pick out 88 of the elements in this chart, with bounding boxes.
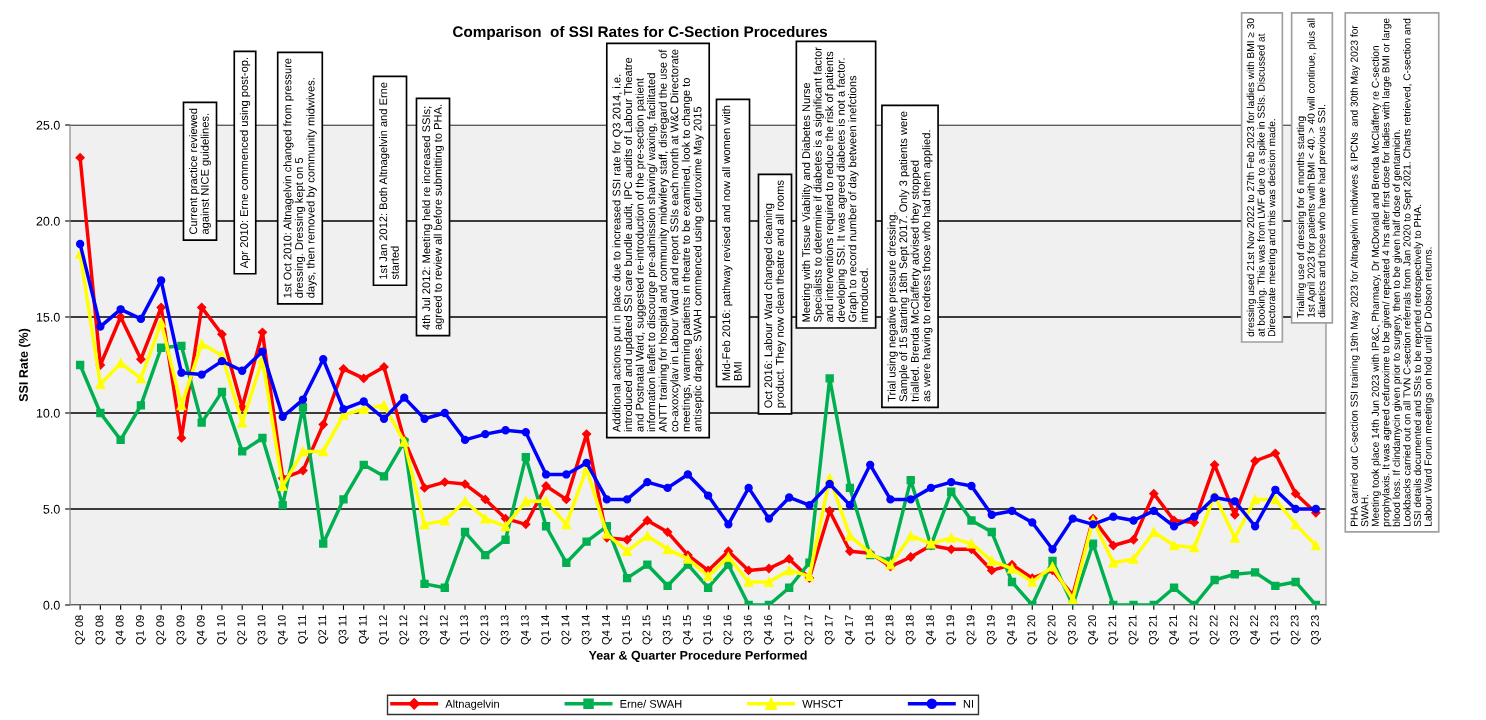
x-tick-label: Q1 17 <box>784 615 795 645</box>
x-tick-label: Q1 14 <box>541 615 552 645</box>
legend-label: WHSCT <box>802 699 843 708</box>
x-tick-label: Q4 16 <box>764 615 774 645</box>
chart-title: Comparison of SSI Rates for C-Section Procedures <box>453 25 827 41</box>
x-tick-label: Q2 15 <box>642 615 653 645</box>
x-tick-label: Q3 15 <box>662 615 673 645</box>
x-tick-label: Q3 12 <box>419 615 430 645</box>
x-tick-label: Q3 11 <box>338 615 349 644</box>
x-tick-label: Q4 19 <box>1007 615 1017 645</box>
x-tick-label: Q3 16 <box>743 615 754 645</box>
x-tick-label: Q2 12 <box>399 615 410 645</box>
x-tick-label: Q4 11 <box>358 615 369 644</box>
legend-label: Altnagelvin <box>445 699 499 710</box>
x-tick-label: Q3 10 <box>257 615 268 645</box>
x-tick-label: Q1 12 <box>379 615 389 645</box>
x-tick-label: Q1 20 <box>1027 615 1038 645</box>
x-tick-label: Q3 20 <box>1067 615 1078 645</box>
x-tick-label: Q3 17 <box>824 615 835 645</box>
x-tick-label: Q4 08 <box>115 615 126 645</box>
x-tick-label: Q2 17 <box>804 615 815 645</box>
x-tick-label: Q2 14 <box>561 615 572 645</box>
y-tick-label: 25.0 <box>36 120 60 130</box>
y-tick-label: 20.0 <box>36 216 60 226</box>
x-tick-label: Q4 20 <box>1088 615 1098 645</box>
x-tick-label: Q2 10 <box>237 615 248 645</box>
y-axis-title: SSI Rate (%) <box>18 328 31 402</box>
x-tick-label: Q3 09 <box>176 615 187 645</box>
x-tick-label: Q4 17 <box>845 615 855 645</box>
x-tick-label: Q2 09 <box>156 615 167 645</box>
x-tick-label: Q1 09 <box>136 615 146 645</box>
x-tick-label: Q2 21 <box>1128 615 1139 645</box>
x-tick-label: Q4 21 <box>1169 615 1180 645</box>
legend-label: Erne/ SWAH <box>620 699 682 708</box>
x-tick-label: Q2 13 <box>480 615 491 645</box>
y-tick-label: 15.0 <box>36 312 60 322</box>
x-tick-label: Q4 15 <box>682 615 693 645</box>
x-tick-label: Q2 23 <box>1290 615 1301 645</box>
annotation: Apr 2010: Erne commenced using post-op. <box>239 58 251 269</box>
annotation: Trial using negative pressure dressing. Sample of 15 starting 18th Sept 2017. Only 3 patients were trialled. Brenda McClafferty advised they stopped as were having to redress those who had them applied. <box>887 111 933 402</box>
x-tick-label: Q2 20 <box>1047 615 1058 645</box>
x-tick-label: Q2 08 <box>75 615 86 645</box>
x-tick-label: Q3 21 <box>1148 615 1159 645</box>
x-tick-label: Q2 16 <box>723 615 734 645</box>
x-tick-label: Q3 14 <box>581 615 592 645</box>
y-tick-label: 5.0 <box>43 504 60 514</box>
x-tick-label: Q3 08 <box>95 615 106 645</box>
x-tick-label: Q3 13 <box>500 615 511 645</box>
annotation: 4th Jul 2012: Meeting held re increased SSIs; agreed to review all before submitting to PHA. <box>422 105 444 330</box>
x-tick-label: Q1 11 <box>298 615 308 644</box>
x-tick-label: Q1 22 <box>1189 615 1200 645</box>
legend-label: NI <box>963 700 974 708</box>
x-tick-label: Q2 18 <box>885 615 896 645</box>
x-tick-label: Q2 19 <box>966 615 977 645</box>
annotation: Mid-Feb 2016: pathway revised and now all women with BMI <box>722 105 742 381</box>
x-tick-label: Q3 18 <box>905 615 916 645</box>
x-tick-label: Q1 19 <box>946 615 957 645</box>
x-tick-label: Q1 18 <box>865 615 876 645</box>
annotation: 1st Oct 2010: Altnagelvin changed from pressure dressing. Dressing kept on 5 days, then removed by community midwives. <box>283 58 317 298</box>
y-tick-label: 0.0 <box>43 600 60 610</box>
x-tick-label: Q4 12 <box>439 615 450 645</box>
x-tick-label: Q4 09 <box>196 615 207 645</box>
x-tick-label: Q4 13 <box>520 615 531 645</box>
text: PHA carried out C-section SSI training 19th May 2023 for Altnagelvin midwives & IPCNs and 30th May 2023 for SWAH. Meeting took place 14th Jun 2023 with IP&C, Pharmacy, Dr McDonald and Brenda McClafferty re C-section prophylaxis. It was agreed cefuroxime to be given/ repeated 4 hrs after first dose for ladies with large BMI or large blood loss. If clindamycin given prior to surgery, then to be given half dose of gentamicin. Lookbacks carried out on all TVN C-section referrals from Jan 2020 to Sept 2021. Charts retrieved, C-section and SSI details documented and SSIs to be reported retrospectively to PHA. Labour Ward Forum meetings on hold until Dr Dobson returns. <box>1350 18 1434 527</box>
x-tick-label: Q4 22 <box>1250 615 1261 645</box>
annotation: Oct 2016: Labour Ward changed cleaning product. They now clean theatre and all rooms <box>764 180 786 408</box>
x-tick-label: Q1 13 <box>460 615 470 645</box>
annotation: Additional actions put in place due to increased SSI rate for Q3 2014, i.e. introduced and updated SSI care bundle audit, IPC audits of Labour Theatre and Postnatal Ward, suggested re-introduction of the pre-section patient information leaflet to discourge pre-admission shaving/ waxing, facilitated ANTT training for hospital and community midwifery staff, disregard the use of co-axoxcylav in Labour Ward and report SSIs each month at W&C Directorate meetings, warming patients in theatre to be examined, look to change to antiseptic drapes. SWAH commenced using cefuroxime May 2015 <box>612 49 704 433</box>
annotation: Meeting with Tissue Viability and Diabetes Nurse Specialists to determine if diabetes is a significant factor and interventions required to reduce the risk of patients developing SSI. It was agreed diabetes is not a factor. Graph to record number of day between inefctions introduced. <box>801 47 868 322</box>
x-tick-label: Q1 23 <box>1270 615 1281 645</box>
x-tick-label: Q4 10 <box>277 615 288 645</box>
x-tick-label: Q1 21 <box>1108 615 1119 645</box>
x-tick-label: Q3 22 <box>1229 615 1240 645</box>
x-tick-label: Q1 10 <box>217 615 227 645</box>
x-tick-label: Q4 14 <box>601 615 612 645</box>
x-tick-label: Q2 22 <box>1209 615 1220 645</box>
x-tick-label: Q3 23 <box>1310 615 1321 645</box>
x-axis-title: Year & Quarter Procedure Performed <box>588 650 807 663</box>
x-tick-label: Q1 15 <box>622 615 633 645</box>
x-tick-label: Q3 19 <box>986 615 997 645</box>
annotation: dressing used 21st Nov 2022 to 27th Feb 2023 for ladies with BMI ≥ 30 at booking. This was from LWF due to a spike in SSIs. Discussed at Directorate meeting and this was decision made. <box>1246 18 1278 337</box>
y-tick-label: 10.0 <box>36 408 60 418</box>
x-tick-label: Q4 18 <box>926 615 936 645</box>
annotation: Trialling use of dressing for 6 months starting 1st April 2023 for patients with BMI < 40. > 40 will continue, plus all diatetics and those who have had previous SSI. <box>1296 18 1328 318</box>
x-tick-label: Q1 16 <box>703 615 714 645</box>
annotation: Current practice reviewed against NICE guidelines. <box>189 108 211 235</box>
annotation: 1st Jan 2012: Both Altnagelvin and Erne started <box>379 82 399 280</box>
x-tick-label: Q2 11 <box>318 615 329 644</box>
